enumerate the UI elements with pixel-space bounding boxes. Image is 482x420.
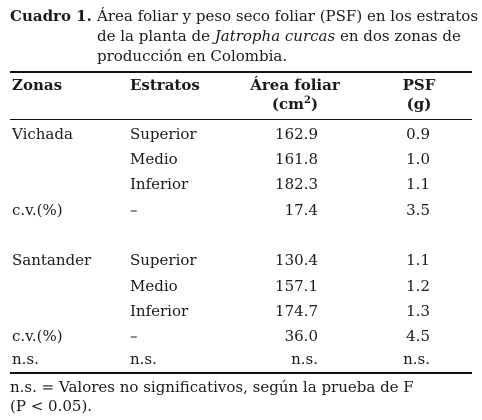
caption-text-2: de la planta de Jatropha curcas en dos z… (97, 26, 461, 46)
cell-area: 182.3 (275, 175, 318, 193)
caption-label: Cuadro 1. (10, 7, 92, 25)
caption-line-2: de la planta de Jatropha curcas en dos z… (10, 26, 472, 46)
cell-area: 17.4 (284, 201, 318, 219)
cell-area: 162.9 (275, 125, 318, 143)
header-psf-unit: (g) (406, 95, 432, 113)
cell-estrato: Inferior (130, 302, 189, 320)
cell-psf: n.s. (403, 350, 430, 368)
footnote-line-2: (P < 0.05). (10, 397, 93, 415)
cell-psf: 1.3 (406, 302, 430, 320)
caption-line-1: Cuadro 1. Área foliar y peso seco foliar… (10, 6, 478, 26)
header-estratos: Estratos (130, 76, 200, 94)
cell-estrato: n.s. (130, 350, 157, 368)
caption-text-1: Área foliar y peso seco foliar (PSF) en … (97, 7, 479, 25)
header-area-unit-sup: 2 (304, 95, 311, 106)
header-area-foliar: Área foliar (cm2) (240, 76, 350, 114)
cell-zona: c.v.(%) (12, 327, 63, 345)
cell-area: 130.4 (275, 251, 318, 269)
caption-line-3: producción en Colombia. (10, 46, 472, 66)
header-area-unit: (cm2) (240, 95, 350, 114)
table-bottom-rule (10, 372, 472, 374)
table-caption: Cuadro 1. Área foliar y peso seco foliar… (10, 6, 478, 66)
caption-text-2-post: en dos zonas de (335, 27, 461, 45)
cell-area: n.s. (291, 350, 318, 368)
footnote-line-1: n.s. = Valores no significativos, según … (10, 378, 414, 396)
table-footnote: n.s. = Valores no significativos, según … (10, 378, 472, 416)
cell-zona: Vichada (12, 125, 73, 143)
cell-estrato: Superior (130, 125, 197, 143)
cell-estrato: Medio (130, 277, 178, 295)
cell-estrato: – (130, 201, 138, 219)
header-zonas: Zonas (12, 76, 63, 94)
cell-area: 161.8 (275, 150, 318, 168)
cell-psf: 1.1 (406, 251, 430, 269)
cell-psf: 3.5 (406, 201, 430, 219)
cell-estrato: – (130, 327, 138, 345)
table-top-rule (10, 71, 472, 73)
header-area-label: Área foliar (250, 76, 340, 94)
caption-text-2-pre: de la planta de (97, 27, 215, 45)
header-psf-label: PSF (402, 76, 436, 94)
cell-area: 36.0 (284, 327, 318, 345)
cell-area: 174.7 (275, 302, 318, 320)
cell-psf: 1.0 (406, 150, 430, 168)
cell-psf: 1.2 (406, 277, 430, 295)
header-psf: PSF (g) (380, 76, 458, 114)
cell-zona: n.s. (12, 350, 39, 368)
cell-psf: 1.1 (406, 175, 430, 193)
caption-text-3: producción en Colombia. (97, 47, 288, 65)
cell-estrato: Medio (130, 150, 178, 168)
cell-psf: 4.5 (406, 327, 430, 345)
header-area-unit-close: ) (310, 95, 319, 113)
cell-zona: Santander (12, 251, 92, 269)
cell-estrato: Superior (130, 251, 197, 269)
cell-estrato: Inferior (130, 175, 189, 193)
cell-zona: c.v.(%) (12, 201, 63, 219)
cell-area: 157.1 (275, 277, 318, 295)
table-header-rule (10, 119, 472, 120)
cell-psf: 0.9 (406, 125, 430, 143)
header-area-unit-text: (cm (271, 95, 305, 113)
species-name: Jatropha curcas (214, 27, 336, 45)
